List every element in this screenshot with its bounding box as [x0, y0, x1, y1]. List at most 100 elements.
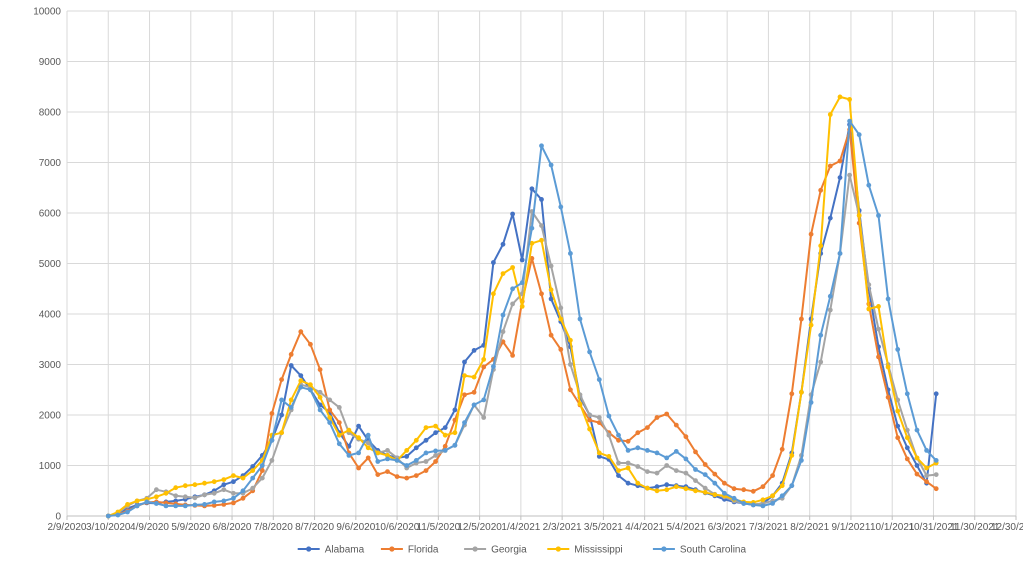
x-tick-label: 7/8/2020: [254, 522, 293, 533]
data-point-mississippi: [481, 357, 487, 362]
data-point-georgia: [269, 458, 275, 463]
data-point-florida: [750, 488, 756, 494]
data-point-florida: [394, 474, 400, 479]
x-tick-label: 9/6/2020: [336, 522, 375, 533]
data-point-florida: [269, 411, 275, 416]
data-point-alabama: [616, 473, 621, 478]
data-point-mississippi: [760, 497, 766, 503]
data-point-south-carolina: [741, 501, 747, 506]
data-point-mississippi: [770, 493, 775, 499]
data-point-georgia: [423, 459, 429, 464]
data-point-florida: [876, 354, 881, 360]
data-point-alabama: [510, 211, 515, 217]
data-point-florida: [645, 425, 650, 430]
data-point-south-carolina: [731, 495, 737, 501]
x-tick-label: 10/6/2020: [375, 522, 420, 533]
data-point-georgia: [568, 362, 573, 367]
data-point-south-carolina: [664, 455, 670, 461]
data-point-florida: [385, 469, 390, 474]
data-point-mississippi: [837, 94, 843, 100]
data-point-alabama: [519, 257, 525, 263]
data-point-mississippi: [693, 488, 698, 494]
y-tick-label: 10000: [33, 7, 61, 18]
data-point-florida: [298, 329, 304, 335]
data-point-georgia: [933, 472, 939, 477]
data-point-mississippi: [856, 213, 862, 218]
data-point-south-carolina: [683, 456, 689, 462]
data-point-south-carolina: [510, 286, 515, 292]
data-point-south-carolina: [799, 458, 804, 463]
data-point-south-carolina: [346, 453, 352, 458]
data-point-mississippi: [789, 453, 795, 458]
data-point-south-carolina: [279, 397, 284, 403]
data-point-alabama: [529, 186, 535, 192]
data-point-south-carolina: [471, 402, 477, 408]
data-point-south-carolina: [375, 459, 381, 464]
legend-marker-alabama: [306, 546, 312, 552]
data-point-mississippi: [779, 483, 785, 489]
data-point-south-carolina: [645, 448, 650, 453]
data-point-alabama: [433, 430, 438, 436]
data-point-georgia: [596, 415, 602, 420]
data-point-florida: [375, 472, 381, 477]
data-point-south-carolina: [250, 475, 256, 481]
data-point-mississippi: [163, 490, 169, 496]
data-point-georgia: [192, 495, 198, 501]
data-point-south-carolina: [144, 499, 150, 505]
data-point-mississippi: [462, 373, 467, 378]
data-point-mississippi: [876, 304, 881, 309]
x-tick-label: 6/8/2020: [213, 522, 252, 533]
data-point-florida: [625, 438, 631, 444]
data-point-florida: [587, 417, 592, 423]
data-point-florida: [673, 422, 679, 428]
data-point-south-carolina: [519, 280, 525, 286]
data-point-south-carolina: [847, 118, 852, 124]
data-point-georgia: [818, 359, 824, 365]
x-tick-label: 10/31/2021: [908, 522, 958, 533]
data-point-florida: [510, 353, 515, 358]
data-point-mississippi: [134, 498, 140, 504]
data-point-mississippi: [471, 374, 477, 380]
data-point-mississippi: [452, 430, 458, 436]
data-point-georgia: [202, 492, 207, 498]
data-point-mississippi: [192, 482, 198, 488]
y-tick-label: 1000: [39, 461, 62, 472]
legend: Alabama Florida Georgia Mississippi South Ca…: [297, 545, 746, 556]
data-point-mississippi: [683, 486, 689, 492]
data-point-mississippi: [548, 287, 554, 293]
data-point-mississippi: [577, 401, 583, 407]
y-tick-label: 3000: [39, 360, 62, 371]
data-point-mississippi: [442, 432, 448, 438]
data-point-florida: [471, 389, 477, 395]
x-tick-label: 5/9/2020: [171, 522, 210, 533]
data-point-mississippi: [808, 322, 814, 328]
data-point-south-carolina: [269, 437, 275, 443]
data-point-south-carolina: [808, 400, 814, 405]
series-mississippi: [105, 94, 939, 519]
data-point-mississippi: [635, 480, 641, 486]
y-tick-label: 7000: [39, 158, 62, 169]
data-point-mississippi: [356, 435, 361, 441]
data-point-south-carolina: [529, 225, 535, 231]
y-tick-label: 5000: [39, 259, 62, 270]
data-point-south-carolina: [596, 377, 602, 382]
x-tick-label: 2/9/2020: [48, 522, 87, 533]
x-tick-label: 1/4/2021: [501, 522, 540, 533]
data-point-mississippi: [211, 479, 217, 485]
data-point-georgia: [635, 464, 641, 469]
data-point-mississippi: [510, 265, 515, 270]
x-tick-label: 12/5/2020: [457, 522, 502, 533]
data-point-florida: [404, 475, 410, 481]
data-point-mississippi: [288, 397, 294, 403]
legend-entry-georgia: Georgia: [464, 545, 527, 556]
data-point-florida: [635, 430, 641, 436]
data-point-mississippi: [904, 435, 910, 441]
data-point-florida: [616, 437, 621, 443]
data-point-florida: [433, 459, 438, 464]
data-point-florida: [365, 455, 371, 461]
data-point-florida: [288, 352, 294, 357]
data-point-south-carolina: [105, 513, 111, 519]
data-point-south-carolina: [577, 316, 583, 322]
data-point-south-carolina: [211, 499, 217, 505]
data-point-florida: [481, 364, 487, 370]
